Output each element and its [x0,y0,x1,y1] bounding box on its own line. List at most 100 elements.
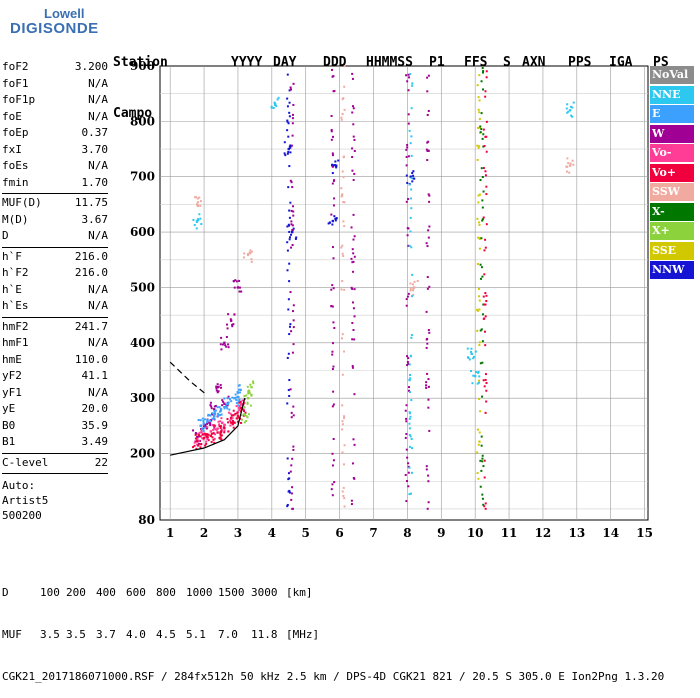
data-point [478,99,481,102]
data-point [288,209,291,212]
data-point [217,414,220,417]
data-point [407,89,410,92]
data-point [330,288,333,291]
data-point [249,404,252,407]
data-point [426,245,429,248]
data-point [202,430,205,433]
data-point [202,424,206,428]
data-point [426,76,429,79]
data-point [225,335,228,338]
data-point [342,220,345,223]
data-point [199,424,202,428]
data-point [243,395,246,398]
data-point [246,416,249,419]
data-point [566,157,569,160]
data-point [286,73,289,76]
data-point [410,154,413,157]
param-key: yF2 [2,369,22,382]
data-point [287,223,290,226]
data-point [479,179,482,182]
param-row: fxI 3.70 [2,143,108,160]
data-point [484,246,487,249]
data-point [203,418,206,421]
data-point [330,128,333,131]
data-point [223,406,226,409]
data-point [353,235,356,238]
y-tick-label: 200 [130,447,155,461]
data-point [478,193,481,196]
data-point [478,118,481,121]
data-point [333,326,336,329]
data-point [352,252,355,255]
data-point [292,445,295,448]
data-point [291,122,294,125]
data-point [472,355,475,358]
data-point [289,323,292,326]
data-point [410,471,413,474]
data-point [288,216,291,219]
data-point [237,416,240,419]
data-point [290,144,293,147]
data-point [409,230,412,233]
data-point [287,472,290,475]
data-point [480,167,483,170]
data-point [476,84,479,87]
data-point [219,414,222,417]
data-point [406,234,409,237]
data-point [343,505,346,508]
param-row: B0 35.9 [2,419,108,436]
data-point [233,286,236,289]
data-point [427,193,430,196]
data-point [352,307,355,310]
data-point [351,72,354,75]
data-point [231,323,234,326]
data-point [483,505,486,508]
data-point [478,398,481,401]
data-point [480,266,483,269]
data-point [477,201,480,204]
data-point [411,447,414,450]
legend-item: E [650,105,694,123]
data-point [481,313,484,316]
data-point [476,472,479,475]
data-point [197,432,200,435]
param-row: MUF(D) 11.75 [2,196,108,213]
data-point [286,356,289,359]
y-tick-label: 900 [130,59,155,73]
param-value: N/A [88,299,108,312]
data-point [243,252,246,255]
data-point [216,383,219,386]
legend-item: W [650,124,694,143]
data-point [332,403,335,406]
data-point [240,406,243,410]
footer-value: 1000 [186,586,213,599]
data-point [478,375,481,378]
data-point [476,451,479,454]
data-point [240,403,243,406]
footer-value: 4.0 [126,628,146,641]
data-point [287,389,290,392]
data-point [341,373,344,376]
data-point [289,470,292,473]
data-point [209,430,213,433]
data-point [201,427,204,430]
data-point [426,159,429,162]
data-point [353,315,356,318]
data-point [342,97,345,100]
data-point [485,400,488,403]
data-point [477,96,480,99]
data-point [235,280,238,283]
data-point [478,223,481,226]
data-point [196,197,199,200]
data-point [482,295,485,298]
data-point [351,322,354,325]
data-point [207,433,210,436]
data-point [200,442,203,445]
data-point [476,329,479,332]
footer-muf-row: MUF 3.5 3.5 3.7 4.0 4.5 5.1 7.0 11.8 [MHz] [2,628,664,642]
param-row: yE 20.0 [2,402,108,419]
data-point [331,464,334,467]
data-point [286,457,289,460]
data-point [235,417,238,420]
